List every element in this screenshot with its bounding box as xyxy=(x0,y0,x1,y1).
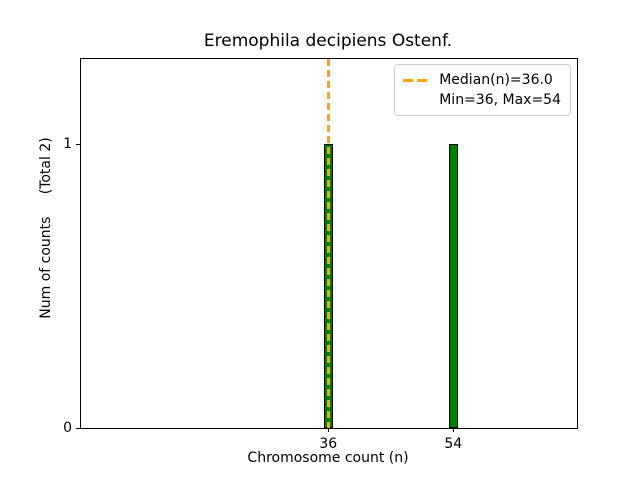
legend-label-minmax: Min=36, Max=54 xyxy=(439,92,561,108)
legend-entry-median: Median(n)=36.0 xyxy=(403,70,561,90)
y-tick-label-1: 1 xyxy=(63,136,72,153)
y-tick-0 xyxy=(76,427,80,429)
x-tick-36 xyxy=(327,428,329,432)
median-line xyxy=(326,59,330,428)
median-dash-icon xyxy=(403,78,431,82)
x-tick-label-36: 36 xyxy=(319,436,338,452)
x-axis-label: Chromosome count (n) xyxy=(247,450,409,466)
y-tick-label-0: 0 xyxy=(63,420,72,436)
chart-title: Eremophila decipiens Ostenf. xyxy=(203,31,453,51)
x-tick-label-54: 54 xyxy=(444,436,463,452)
y-axis-label: Num of counts (Total 2) xyxy=(38,137,54,319)
legend-entry-minmax: Min=36, Max=54 xyxy=(403,90,561,110)
y-tick-1 xyxy=(76,143,80,145)
legend-blank-handle xyxy=(403,99,430,102)
legend-label-median: Median(n)=36.0 xyxy=(439,72,553,88)
x-tick-54 xyxy=(452,428,454,432)
plot-area: Median(n)=36.0 Min=36, Max=54 36 54 0 1 xyxy=(63,58,578,452)
bar-54 xyxy=(448,144,458,428)
legend: Median(n)=36.0 Min=36, Max=54 xyxy=(394,64,571,116)
